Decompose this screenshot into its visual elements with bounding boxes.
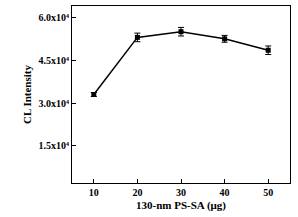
svg-text:1.5x10⁴: 1.5x10⁴ — [39, 140, 70, 151]
svg-text:40: 40 — [220, 187, 230, 198]
svg-text:3.0x10⁴: 3.0x10⁴ — [39, 98, 70, 109]
svg-text:130-nm PS-SA (μg): 130-nm PS-SA (μg) — [136, 199, 226, 212]
svg-text:50: 50 — [263, 187, 273, 198]
svg-text:30: 30 — [176, 187, 186, 198]
svg-text:20: 20 — [132, 187, 142, 198]
svg-text:4.5x10⁴: 4.5x10⁴ — [39, 55, 70, 66]
svg-text:6.0x10⁴: 6.0x10⁴ — [39, 12, 70, 23]
svg-text:CL Intensity: CL Intensity — [21, 65, 33, 124]
svg-text:10: 10 — [89, 187, 99, 198]
